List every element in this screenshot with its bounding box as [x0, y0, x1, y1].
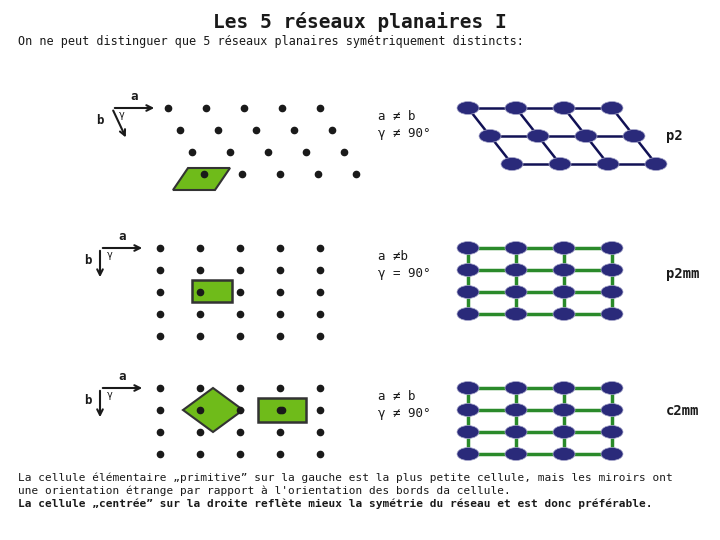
Ellipse shape [479, 130, 501, 143]
Ellipse shape [601, 307, 623, 321]
Text: b: b [84, 394, 91, 407]
Ellipse shape [601, 102, 623, 114]
Ellipse shape [623, 130, 645, 143]
Ellipse shape [501, 158, 523, 171]
Ellipse shape [505, 264, 527, 276]
Text: a: a [130, 90, 138, 103]
Ellipse shape [601, 286, 623, 299]
Text: γ ≠ 90°: γ ≠ 90° [378, 127, 431, 140]
Text: γ ≠ 90°: γ ≠ 90° [378, 407, 431, 420]
Ellipse shape [553, 286, 575, 299]
Ellipse shape [527, 130, 549, 143]
Ellipse shape [601, 448, 623, 461]
Text: a ≠ b: a ≠ b [378, 110, 415, 123]
Ellipse shape [645, 158, 667, 171]
Ellipse shape [601, 381, 623, 395]
Text: b: b [96, 114, 104, 127]
Ellipse shape [457, 448, 479, 461]
Ellipse shape [601, 426, 623, 438]
Ellipse shape [457, 286, 479, 299]
Text: La cellule élémentaire „primitive” sur la gauche est la plus petite cellule, mai: La cellule élémentaire „primitive” sur l… [18, 472, 672, 483]
Text: b: b [84, 254, 91, 267]
Ellipse shape [553, 241, 575, 254]
Text: On ne peut distinguer que 5 réseaux planaires symétriquement distincts:: On ne peut distinguer que 5 réseaux plan… [18, 36, 524, 49]
Ellipse shape [457, 381, 479, 395]
Ellipse shape [457, 241, 479, 254]
Bar [192, 280, 232, 302]
Ellipse shape [505, 426, 527, 438]
Ellipse shape [505, 403, 527, 416]
Ellipse shape [505, 241, 527, 254]
Text: γ = 90°: γ = 90° [378, 267, 431, 280]
Text: a ≠ b: a ≠ b [378, 390, 415, 403]
Text: une orientation étrange par rapport à l'orientation des bords da cellule.: une orientation étrange par rapport à l'… [18, 486, 510, 496]
Polygon shape [183, 388, 243, 432]
Ellipse shape [457, 102, 479, 114]
Text: a: a [118, 230, 126, 243]
Ellipse shape [553, 264, 575, 276]
Ellipse shape [553, 403, 575, 416]
Text: γ: γ [107, 250, 113, 260]
Ellipse shape [601, 241, 623, 254]
Ellipse shape [553, 426, 575, 438]
Ellipse shape [505, 307, 527, 321]
Polygon shape [173, 168, 230, 190]
Ellipse shape [553, 448, 575, 461]
Ellipse shape [553, 307, 575, 321]
Ellipse shape [505, 381, 527, 395]
Text: a ≠b: a ≠b [378, 250, 408, 263]
Ellipse shape [505, 102, 527, 114]
Text: p2: p2 [666, 129, 683, 143]
Ellipse shape [549, 158, 571, 171]
Ellipse shape [601, 264, 623, 276]
Ellipse shape [601, 403, 623, 416]
Text: γ: γ [119, 110, 125, 120]
Text: p2mm: p2mm [666, 267, 700, 281]
Ellipse shape [505, 448, 527, 461]
Text: a: a [118, 370, 126, 383]
Ellipse shape [505, 286, 527, 299]
Ellipse shape [553, 102, 575, 114]
Ellipse shape [597, 158, 619, 171]
Ellipse shape [457, 426, 479, 438]
Ellipse shape [553, 381, 575, 395]
Text: γ: γ [107, 390, 113, 400]
Ellipse shape [457, 403, 479, 416]
Bar [258, 398, 306, 422]
Text: Les 5 réseaux planaires I: Les 5 réseaux planaires I [213, 12, 507, 32]
Text: c2mm: c2mm [666, 404, 700, 418]
Ellipse shape [457, 307, 479, 321]
Ellipse shape [575, 130, 597, 143]
Text: La cellule „centrée” sur la droite reflète mieux la symétrie du réseau et est do: La cellule „centrée” sur la droite reflè… [18, 499, 652, 509]
Ellipse shape [457, 264, 479, 276]
